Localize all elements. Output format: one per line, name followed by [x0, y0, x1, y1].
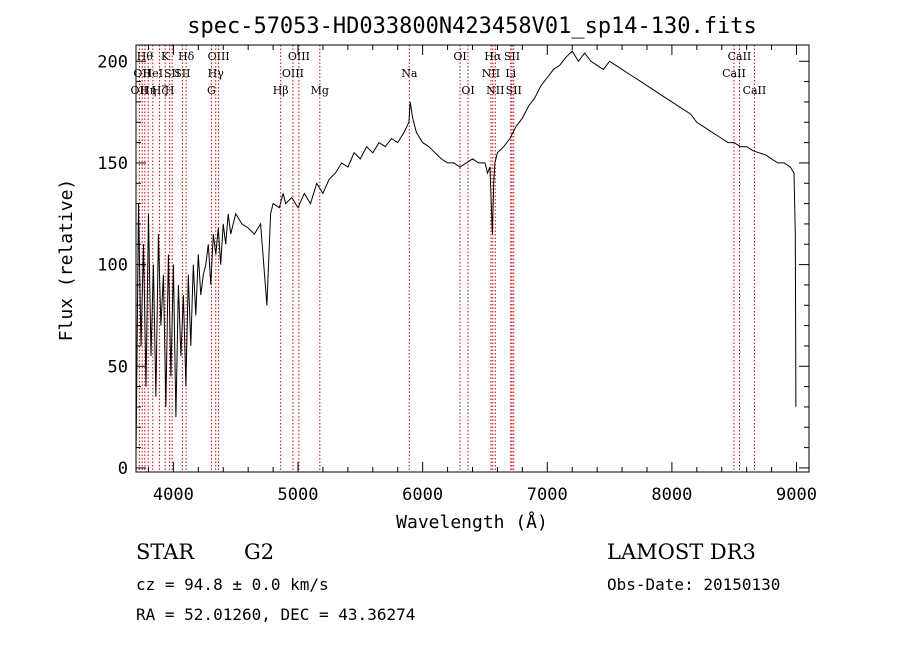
line-marker-label: Hβ	[273, 84, 289, 97]
x-axis-label: Wavelength (Å)	[396, 511, 548, 533]
line-marker-label: Hθ	[137, 50, 154, 63]
line-marker-label: Hδ	[178, 50, 195, 63]
line-marker-label: OIII	[288, 50, 310, 63]
line-marker-label: Hη	[140, 84, 156, 97]
object-class: STAR	[136, 540, 195, 564]
line-marker-label: SII	[164, 67, 180, 80]
y-tick-label: 0	[118, 459, 128, 479]
line-marker-label: Na	[401, 67, 418, 80]
line-marker-label: OI	[461, 84, 474, 97]
line-marker-label: Hα	[484, 50, 502, 63]
redshift-cz: cz = 94.8 ± 0.0 km/s	[136, 575, 329, 594]
chart-title: spec-57053-HD033800N423458V01_sp14-130.f…	[187, 14, 757, 39]
line-marker-label: SII	[174, 67, 190, 80]
line-marker-label: CaII	[728, 50, 752, 63]
line-marker-label: Hγ	[208, 67, 225, 80]
object-subclass: G2	[244, 540, 274, 564]
y-axis-ticks: 0 50 100 150 200	[97, 52, 809, 479]
line-marker-label: Hζ	[152, 84, 168, 97]
x-axis-ticks: 4000 5000 6000 7000 8000 9000	[147, 45, 817, 505]
line-marker-labels: OII OII Hθ Hη HeI Hζ K H SII Hδ SII Hγ G OIII Hβ OIII OI…	[131, 50, 767, 97]
line-marker-label: OII	[133, 67, 151, 80]
x-tick-label: 7000	[527, 485, 568, 505]
y-tick-label: 200	[97, 52, 128, 72]
line-marker-label: OIII	[282, 67, 304, 80]
line-marker-label: CaII	[722, 67, 746, 80]
line-marker-label: SII	[504, 50, 520, 63]
y-axis-label: Flux (relative)	[56, 179, 77, 342]
line-marker-label: SII	[506, 84, 522, 97]
spectrum-line	[135, 50, 797, 458]
y-tick-label: 50	[108, 357, 128, 377]
observation-date: Obs-Date: 20150130	[607, 575, 780, 594]
x-tick-label: 6000	[402, 485, 443, 505]
line-marker-label: K	[161, 50, 170, 63]
line-marker-label: OI	[453, 50, 466, 63]
x-tick-label: 9000	[776, 485, 817, 505]
line-marker-label: CaII	[743, 84, 767, 97]
line-marker-label: NII	[486, 84, 504, 97]
line-marker-label: OIII	[208, 50, 230, 63]
line-markers	[138, 45, 755, 472]
line-marker-label: G	[207, 84, 216, 97]
line-marker-label: HeI	[143, 67, 163, 80]
line-marker-label: H	[165, 84, 175, 97]
plot-frame	[135, 44, 810, 473]
coordinates: RA = 52.01260, DEC = 43.36274	[136, 605, 415, 624]
survey-name: LAMOST DR3	[607, 540, 756, 564]
line-marker-label: Mg	[311, 84, 329, 97]
x-tick-label: 4000	[153, 485, 194, 505]
y-tick-label: 150	[97, 154, 128, 174]
x-tick-label: 8000	[651, 485, 692, 505]
x-tick-label: 5000	[278, 485, 319, 505]
line-marker-label: Li	[505, 67, 516, 80]
line-marker-label: OII	[131, 84, 149, 97]
y-tick-label: 100	[97, 256, 128, 276]
line-marker-label: NII	[482, 67, 500, 80]
